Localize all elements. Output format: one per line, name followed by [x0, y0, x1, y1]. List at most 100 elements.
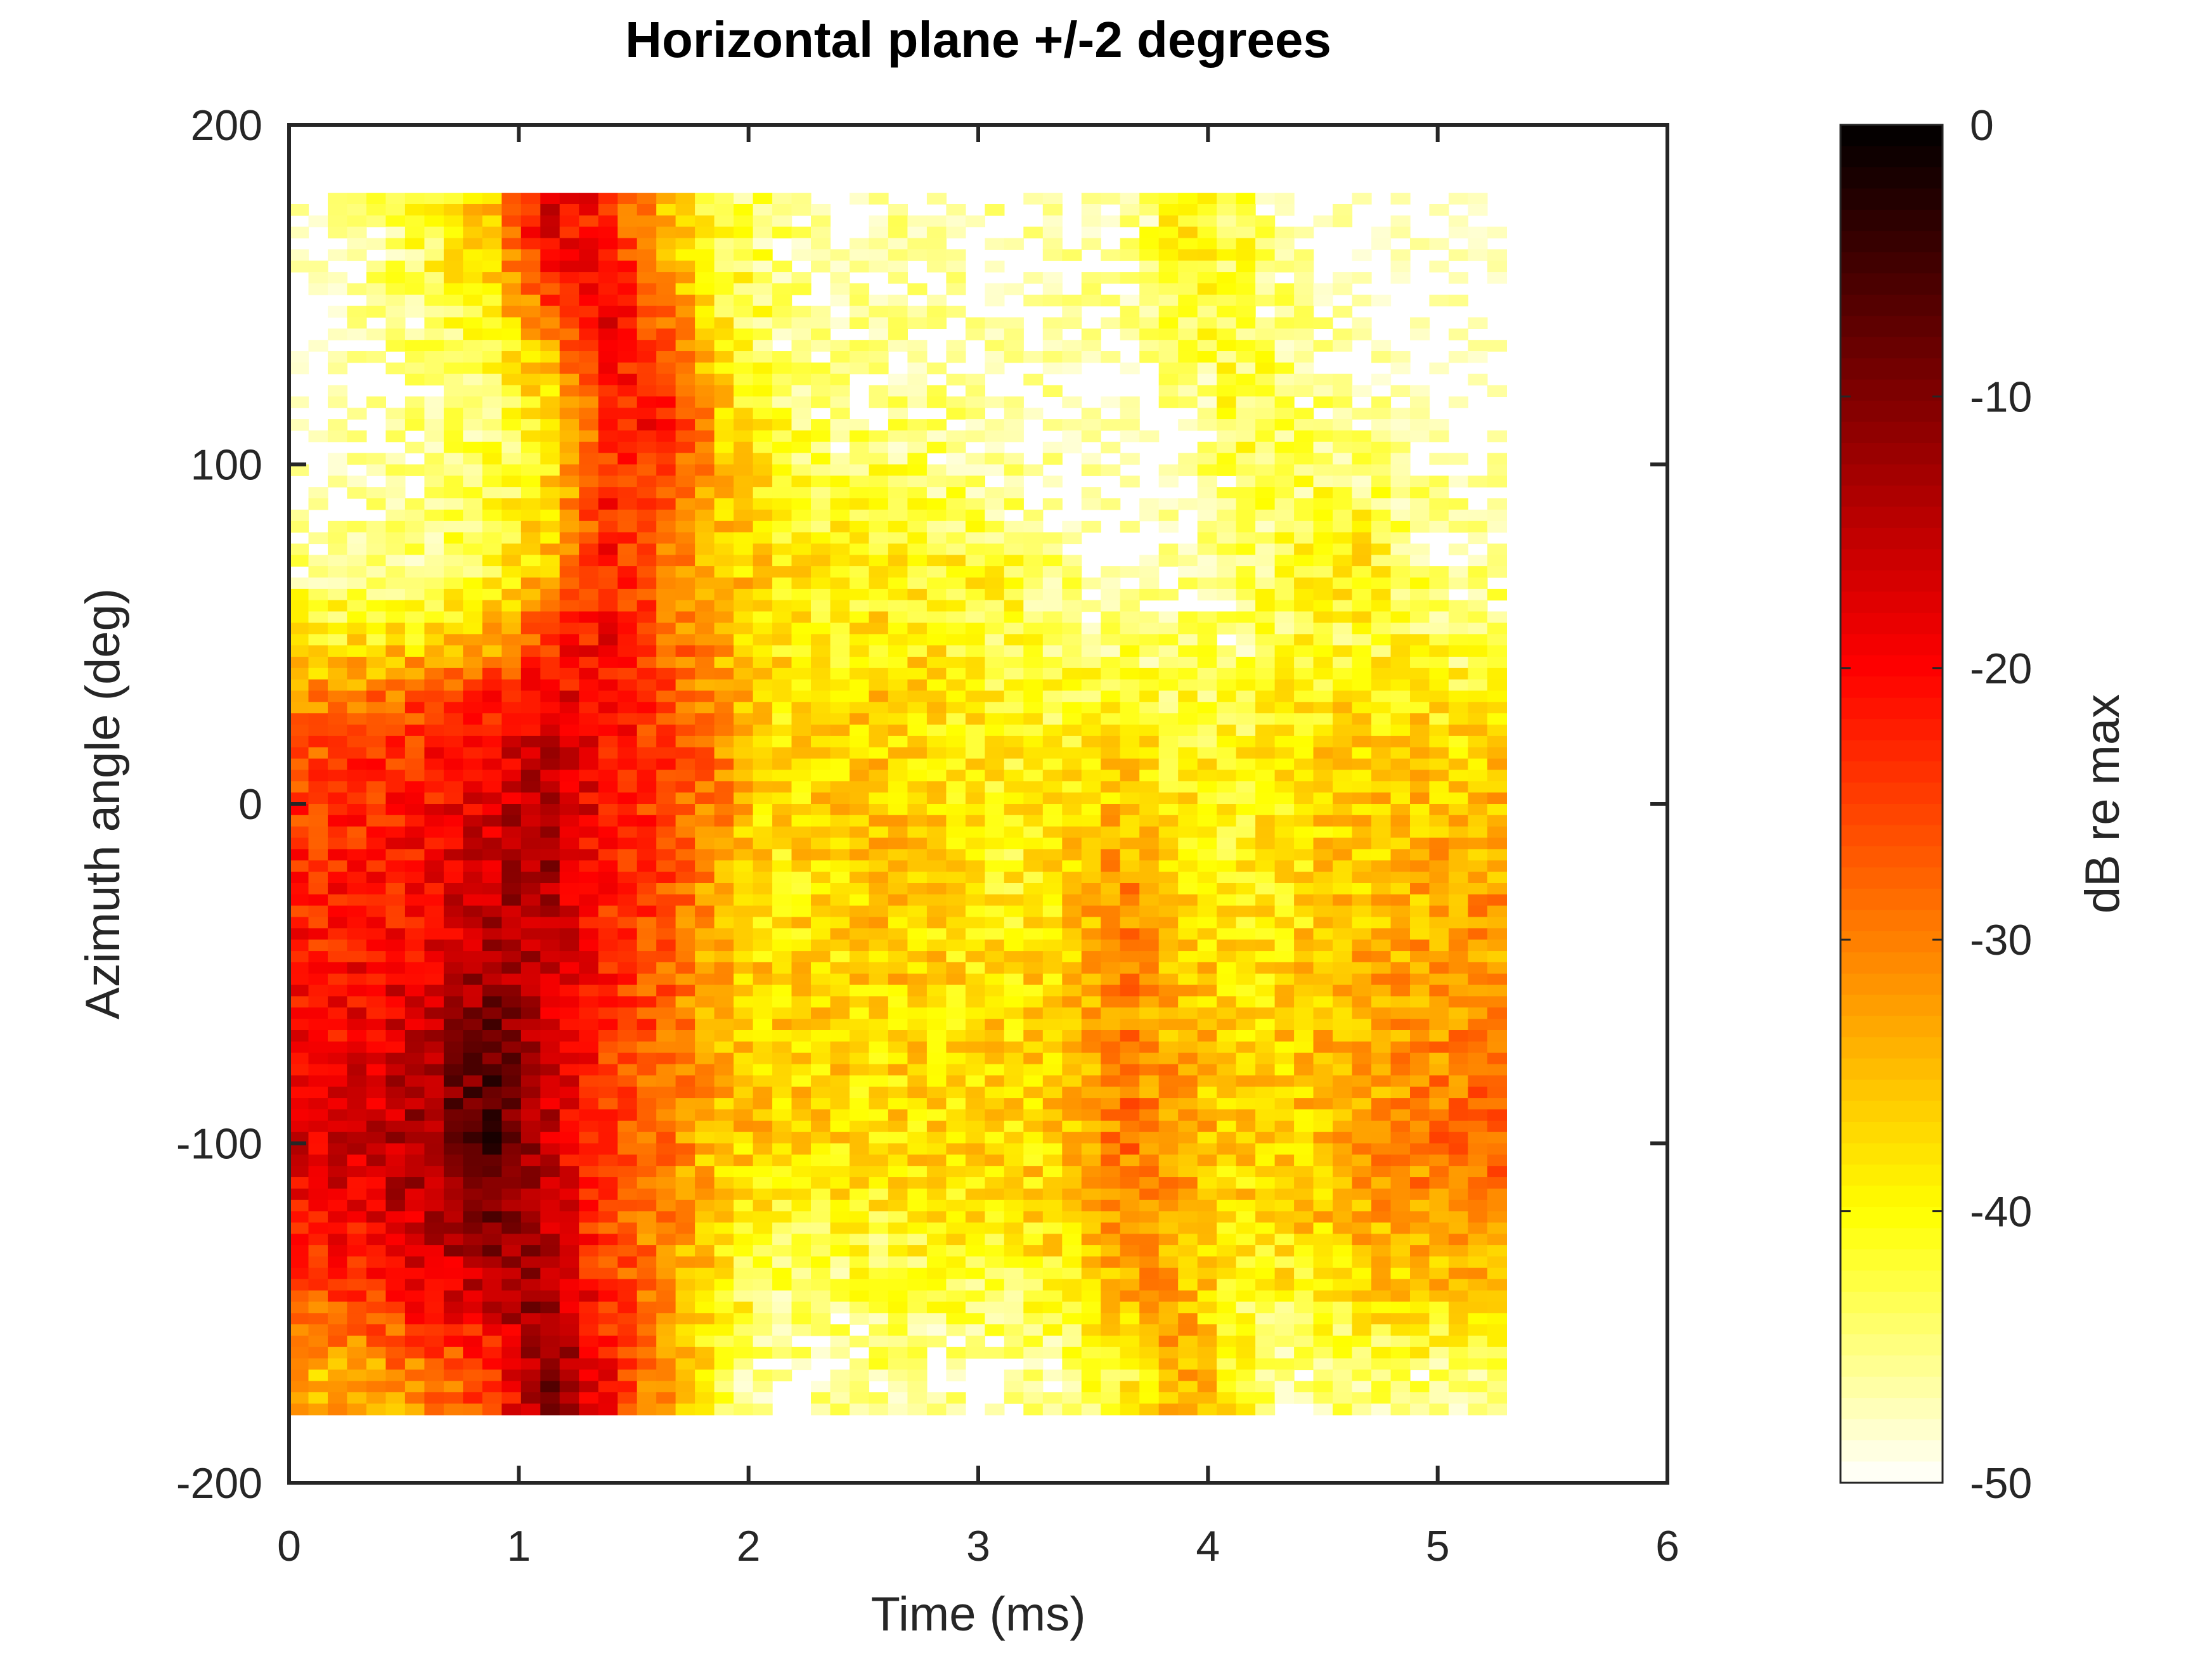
heatmap-cell	[753, 532, 773, 545]
heatmap-cell	[811, 804, 831, 816]
heatmap-cell	[366, 849, 386, 861]
heatmap-cell	[347, 702, 367, 714]
heatmap-cell	[404, 951, 425, 963]
heatmap-cell	[443, 408, 463, 420]
heatmap-cell	[811, 475, 831, 487]
heatmap-cell	[1139, 928, 1160, 940]
heatmap-cell	[482, 520, 502, 533]
heatmap-cell	[424, 883, 444, 895]
heatmap-cell	[463, 204, 483, 216]
heatmap-cell	[656, 611, 676, 623]
heatmap-cell	[328, 758, 348, 771]
heatmap-cell	[1255, 781, 1276, 793]
heatmap-cell	[404, 849, 425, 861]
heatmap-cell	[618, 917, 638, 929]
heatmap-cell	[404, 747, 425, 759]
heatmap-cell	[1120, 657, 1140, 669]
heatmap-cell	[347, 283, 367, 295]
heatmap-cell	[830, 578, 850, 590]
heatmap-cell	[1429, 623, 1449, 635]
heatmap-cell	[1487, 1030, 1507, 1042]
heatmap-cell	[559, 634, 579, 646]
heatmap-cell	[328, 543, 348, 555]
heatmap-cell	[830, 770, 850, 782]
heatmap-cell	[1042, 226, 1063, 239]
heatmap-cell	[618, 883, 638, 895]
heatmap-cell	[734, 408, 754, 420]
heatmap-cell	[1390, 713, 1411, 725]
heatmap-cell	[308, 487, 328, 499]
heatmap-cell	[1217, 1087, 1237, 1099]
heatmap-cell	[1042, 735, 1063, 748]
heatmap-cell	[811, 645, 831, 657]
heatmap-cell	[1236, 1087, 1256, 1099]
heatmap-cell	[675, 713, 695, 725]
heatmap-cell	[347, 713, 367, 725]
heatmap-cell	[1023, 645, 1044, 657]
heatmap-cell	[907, 984, 928, 997]
heatmap-cell	[811, 487, 831, 499]
heatmap-cell	[598, 283, 618, 295]
heatmap-cell	[1236, 509, 1256, 522]
heatmap-cell	[734, 860, 754, 872]
heatmap-cell	[926, 464, 947, 476]
heatmap-cell	[1004, 1166, 1024, 1178]
heatmap-cell	[501, 1143, 522, 1155]
heatmap-cell	[1294, 430, 1314, 442]
heatmap-cell	[1042, 973, 1063, 986]
heatmap-cell	[1448, 645, 1468, 657]
heatmap-cell	[830, 939, 850, 952]
heatmap-cell	[791, 1019, 812, 1031]
heatmap-cell	[540, 543, 560, 555]
heatmap-cell	[347, 770, 367, 782]
heatmap-cell	[946, 204, 966, 216]
heatmap-cell	[1197, 238, 1217, 250]
heatmap-cell	[946, 860, 966, 872]
heatmap-cell	[1004, 668, 1024, 680]
heatmap-cell	[714, 872, 734, 884]
heatmap-cell	[1236, 317, 1256, 329]
heatmap-cell	[1294, 894, 1314, 907]
heatmap-cell	[830, 928, 850, 940]
heatmap-cell	[1139, 1007, 1160, 1019]
heatmap-cell	[888, 226, 908, 239]
heatmap-cell	[1042, 1166, 1063, 1178]
heatmap-cell	[1448, 860, 1468, 872]
heatmap-cell	[695, 1052, 715, 1065]
heatmap-cell	[675, 475, 695, 487]
heatmap-cell	[1178, 1075, 1198, 1087]
heatmap-cell	[521, 532, 541, 545]
heatmap-cell	[559, 1143, 579, 1155]
heatmap-cell	[618, 905, 638, 918]
heatmap-cell	[1410, 430, 1430, 442]
heatmap-cell	[1468, 758, 1488, 771]
heatmap-cells	[289, 193, 1507, 1416]
heatmap-cell	[965, 690, 985, 702]
heatmap-cell	[1101, 883, 1121, 895]
heatmap-cell	[869, 328, 889, 340]
heatmap-cell	[791, 441, 812, 454]
heatmap-cell	[888, 826, 908, 839]
heatmap-cell	[1390, 1087, 1411, 1099]
heatmap-cell	[521, 543, 541, 555]
heatmap-cell	[1255, 555, 1276, 567]
heatmap-cell	[772, 317, 792, 329]
heatmap-cell	[501, 283, 522, 295]
heatmap-cell	[946, 1064, 966, 1076]
heatmap-cell	[1352, 578, 1372, 590]
heatmap-cell	[482, 532, 502, 545]
heatmap-cell	[308, 498, 328, 510]
heatmap-cell	[289, 713, 309, 725]
heatmap-cell	[521, 588, 541, 601]
heatmap-cell	[385, 555, 406, 567]
heatmap-cell	[695, 588, 715, 601]
heatmap-cell	[385, 1120, 406, 1133]
heatmap-cell	[830, 792, 850, 804]
heatmap-cell	[1390, 362, 1411, 375]
heatmap-cell	[1178, 1120, 1198, 1133]
heatmap-cell	[850, 917, 870, 929]
heatmap-cell	[347, 555, 367, 567]
heatmap-cell	[714, 1120, 734, 1133]
heatmap-cell	[463, 725, 483, 737]
heatmap-cell	[463, 747, 483, 759]
